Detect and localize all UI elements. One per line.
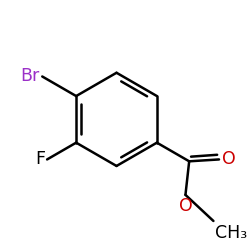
- Text: CH₃: CH₃: [215, 224, 248, 242]
- Text: O: O: [222, 150, 235, 168]
- Text: F: F: [35, 150, 45, 168]
- Text: Br: Br: [20, 66, 40, 84]
- Text: O: O: [178, 197, 192, 215]
